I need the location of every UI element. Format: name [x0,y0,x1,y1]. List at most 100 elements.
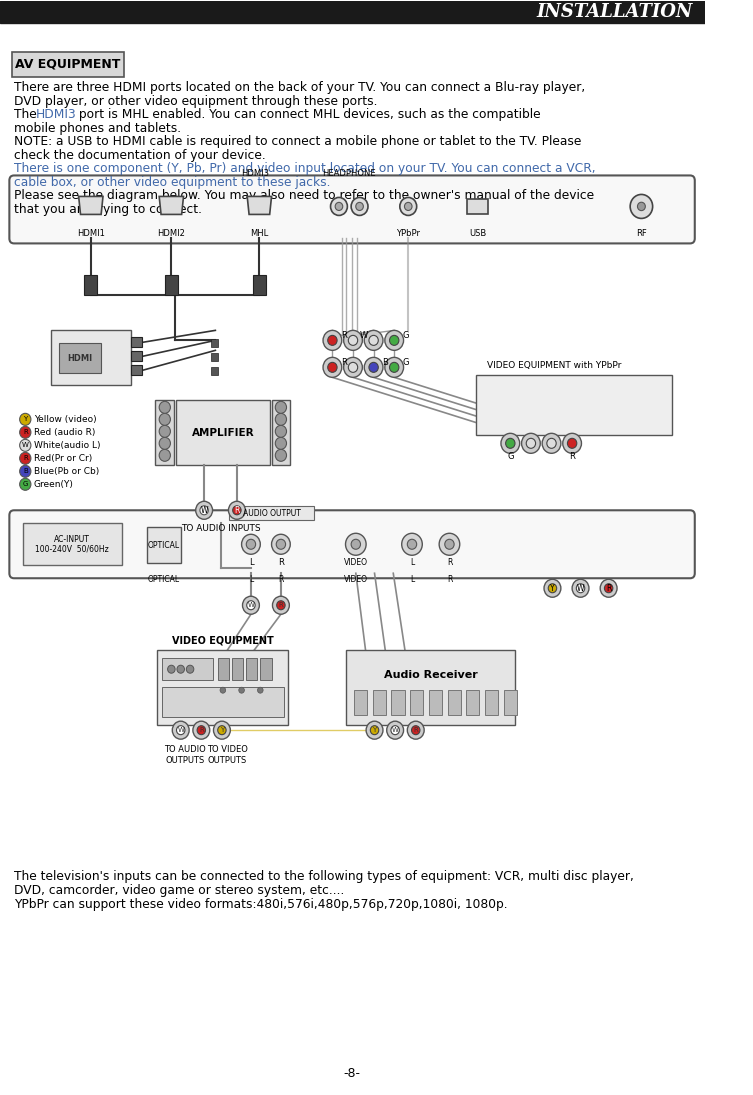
Text: YPbPr can support these video formats:480i,576i,480p,576p,720p,1080i, 1080p.: YPbPr can support these video formats:48… [14,898,508,911]
Circle shape [389,335,399,345]
Circle shape [369,362,378,372]
Text: HDMI3: HDMI3 [35,108,76,122]
Circle shape [159,413,170,425]
Text: HDMI3: HDMI3 [241,170,269,178]
Text: AMPLIFIER: AMPLIFIER [191,428,255,438]
Circle shape [228,502,245,519]
Text: R: R [340,358,346,367]
Circle shape [605,584,613,592]
Circle shape [542,434,561,453]
Text: MHL: MHL [250,230,269,239]
Text: VIDEO: VIDEO [344,558,367,567]
Circle shape [20,413,31,425]
Bar [155,401,174,465]
Text: R: R [199,727,204,734]
Bar [211,339,218,347]
Text: TO AUDIO INPUTS: TO AUDIO INPUTS [181,525,261,533]
Text: W: W [248,602,255,608]
Text: L: L [410,558,414,567]
Text: -8-: -8- [343,1067,361,1080]
Circle shape [576,584,585,592]
Bar [485,690,498,715]
Text: AV EQUIPMENT: AV EQUIPMENT [15,58,120,71]
Circle shape [412,726,420,735]
Text: W: W [200,506,208,515]
Circle shape [366,722,383,739]
Circle shape [331,197,347,216]
Bar [131,351,142,361]
Text: Red (audio R): Red (audio R) [34,428,95,437]
Polygon shape [247,196,272,215]
Circle shape [246,539,255,550]
Bar [23,523,122,565]
Text: YPbPr: YPbPr [396,230,420,239]
Text: HDMI1: HDMI1 [77,230,105,239]
Circle shape [20,465,31,477]
Text: OPTICAL: OPTICAL [148,575,180,585]
Circle shape [328,335,337,345]
Text: R: R [447,558,452,567]
Circle shape [522,434,540,453]
Text: R: R [340,331,346,339]
Text: L: L [248,575,253,585]
Text: HDMI2: HDMI2 [157,230,185,239]
Text: G: G [402,358,409,367]
Circle shape [242,534,261,554]
Bar [84,276,97,296]
Text: VIDEO EQUIPMENT: VIDEO EQUIPMENT [172,635,274,645]
Circle shape [276,437,287,449]
Text: The: The [14,108,41,122]
Text: USB: USB [469,230,486,239]
Circle shape [168,665,175,673]
Bar [165,276,178,296]
Bar [272,401,290,465]
Text: R: R [447,575,452,585]
Circle shape [276,402,287,413]
Text: RF: RF [636,230,647,239]
Bar [232,658,243,680]
Circle shape [197,726,206,735]
Text: R: R [606,584,611,592]
Bar [176,401,270,465]
Bar [466,690,480,715]
Text: mobile phones and tablets.: mobile phones and tablets. [14,122,181,135]
Circle shape [445,539,454,550]
Circle shape [370,726,379,735]
Text: cable box, or other video equipment to these jacks.: cable box, or other video equipment to t… [14,176,331,189]
Circle shape [387,722,404,739]
Text: R: R [23,429,28,436]
Circle shape [335,203,343,210]
Bar [346,650,515,725]
Circle shape [401,533,422,555]
Bar [211,354,218,361]
Circle shape [323,357,342,378]
Circle shape [328,362,337,372]
Bar [211,367,218,376]
Text: Audio Receiver: Audio Receiver [384,670,477,680]
Circle shape [258,688,263,693]
Text: Blue(Pb or Cb): Blue(Pb or Cb) [34,466,99,476]
Circle shape [233,506,241,515]
Bar [429,690,442,715]
Circle shape [273,597,289,614]
Bar [253,276,266,296]
Text: There is one component (Y, Pb, Pr) and video input located on your TV. You can c: There is one component (Y, Pb, Pr) and v… [14,162,596,175]
Circle shape [400,197,416,216]
Bar [373,690,386,715]
Text: TO VIDEO
OUTPUTS: TO VIDEO OUTPUTS [207,746,248,764]
Circle shape [20,439,31,451]
Bar [0,0,705,23]
Bar [261,658,272,680]
Polygon shape [159,196,184,215]
Text: G: G [507,452,514,461]
Text: AC-INPUT
100-240V  50/60Hz: AC-INPUT 100-240V 50/60Hz [35,534,109,554]
Text: R: R [278,558,284,567]
Bar [476,376,672,436]
Text: G: G [23,482,28,487]
Text: R: R [279,602,283,608]
Circle shape [177,665,184,673]
Text: L: L [248,558,253,567]
Text: TO AUDIO
OUTPUTS: TO AUDIO OUTPUTS [164,746,206,764]
Text: Y: Y [550,584,555,592]
Text: Y: Y [23,416,27,423]
